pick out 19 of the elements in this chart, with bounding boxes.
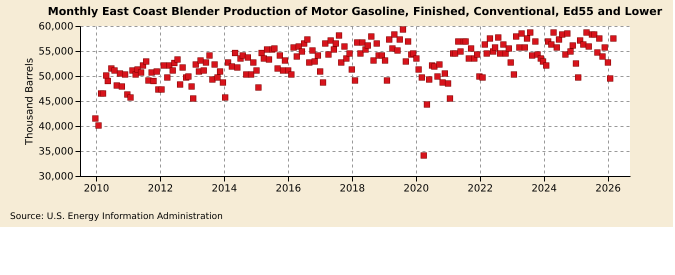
y-tick-label: 40,000 xyxy=(38,122,74,132)
y-tick-label: 35,000 xyxy=(38,146,74,158)
y-tick-label: 60,000 xyxy=(38,22,74,32)
chart-title: Monthly East Coast Blender Production of Motor Gasoline, Finished, Conventional, Ed55 and Lower xyxy=(48,5,663,18)
source-note: Source: U.S. Energy Information Administration xyxy=(10,212,223,222)
y-tick-label: 50,000 xyxy=(38,72,74,82)
x-tick-label: 2020 xyxy=(404,184,429,194)
y-tick-label: 30,000 xyxy=(38,172,74,182)
x-tick-label: 2024 xyxy=(531,184,557,194)
x-tick-label: 2014 xyxy=(212,184,238,194)
x-tick-label: 2010 xyxy=(84,184,110,194)
x-tick-label: 2012 xyxy=(148,184,174,194)
y-tick-label: 55,000 xyxy=(38,46,74,58)
y-axis-title: Thousand Barrels xyxy=(24,58,36,146)
y-tick-label: 45,000 xyxy=(38,96,74,108)
x-tick-label: 2022 xyxy=(467,184,493,194)
x-tick-label: 2016 xyxy=(276,184,302,194)
x-tick-label: 2026 xyxy=(595,184,621,194)
x-tick-label: 2018 xyxy=(340,184,366,194)
